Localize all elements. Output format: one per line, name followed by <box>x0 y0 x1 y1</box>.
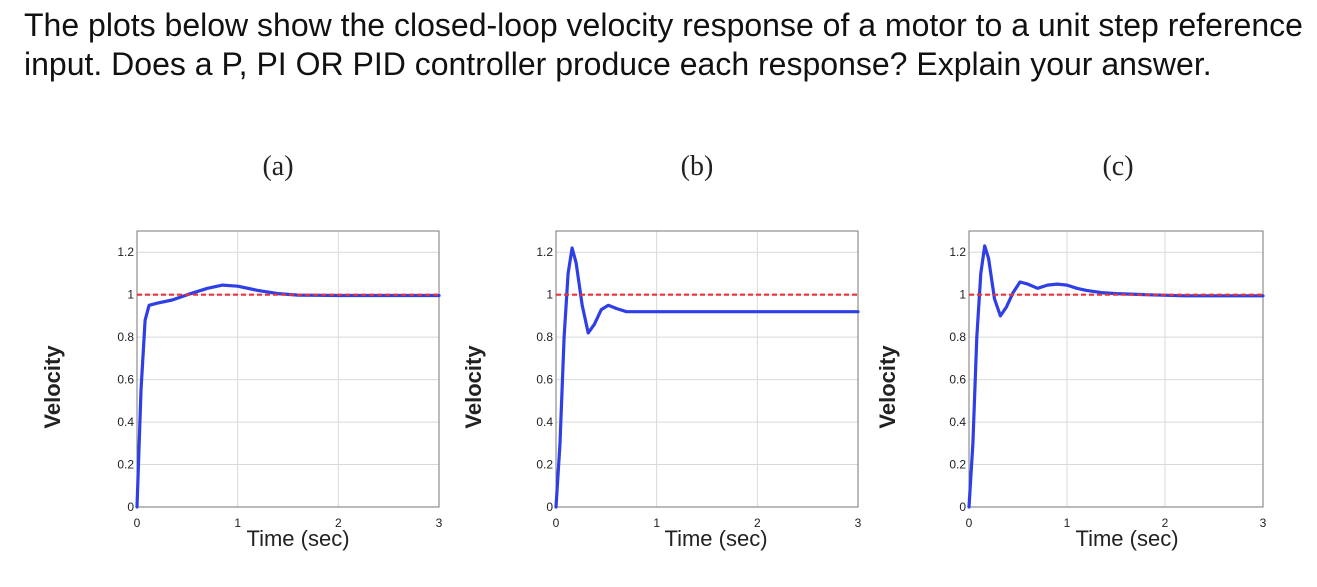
y-tick-label: 0.4 <box>536 415 553 429</box>
y-tick-label: 0.2 <box>949 458 966 472</box>
x-tick-label: 2 <box>1162 516 1169 530</box>
y-tick-label: 1 <box>546 288 553 302</box>
y-axis-label: Velocity <box>40 345 65 429</box>
y-axis-label: Velocity <box>461 345 486 429</box>
y-tick-label: 1.2 <box>949 245 966 259</box>
chart-0: 0 0.2 0.4 0.6 0.8 1 1.2 0 1 2 3 (a) Time (sec) Veloci… <box>40 151 443 551</box>
plot-frame <box>555 230 859 508</box>
response-line <box>967 244 1265 509</box>
question-text: The plots below show the closed-loop vel… <box>24 7 1303 82</box>
x-axis-label: Time (sec) <box>1075 526 1178 551</box>
y-tick-label: 0 <box>959 500 966 514</box>
x-tick-label: 2 <box>754 516 761 530</box>
x-tick-label: 3 <box>855 516 862 530</box>
y-tick-label: 0.2 <box>536 458 553 472</box>
y-tick-label: 1.2 <box>117 245 134 259</box>
y-tick-label: 0 <box>546 500 553 514</box>
y-tick-label: 0.2 <box>117 458 134 472</box>
chart-2: 0 0.2 0.4 0.6 0.8 1 1.2 0 1 2 3 (c) Time (sec) Veloci… <box>875 151 1267 551</box>
y-tick-label: 0.8 <box>536 330 553 344</box>
y-tick-label: 0.4 <box>117 415 134 429</box>
chart-title: (b) <box>681 151 714 182</box>
x-tick-label: 1 <box>234 516 241 530</box>
y-tick-label: 1.2 <box>536 245 553 259</box>
x-tick-label: 0 <box>553 516 560 530</box>
chart-1: 0 0.2 0.4 0.6 0.8 1 1.2 0 1 2 3 (b) Time (sec) Veloci… <box>461 151 862 551</box>
x-tick-label: 3 <box>436 516 443 530</box>
x-tick-label: 3 <box>1260 516 1267 530</box>
y-tick-label: 1 <box>127 288 134 302</box>
x-tick-label: 0 <box>966 516 973 530</box>
x-axis-label: Time (sec) <box>246 526 349 551</box>
y-tick-label: 0.6 <box>536 373 553 387</box>
y-tick-label: 0.8 <box>949 330 966 344</box>
x-tick-label: 1 <box>1064 516 1071 530</box>
y-tick-label: 1 <box>959 288 966 302</box>
chart-title: (a) <box>262 151 293 182</box>
plot-frame <box>968 230 1264 508</box>
plot-frame <box>136 230 440 508</box>
x-tick-label: 1 <box>653 516 660 530</box>
y-tick-label: 0 <box>127 500 134 514</box>
x-axis-label: Time (sec) <box>664 526 767 551</box>
y-tick-label: 0.6 <box>949 373 966 387</box>
response-line <box>135 283 441 509</box>
y-axis-label: Velocity <box>875 345 900 429</box>
x-tick-label: 0 <box>134 516 141 530</box>
y-tick-label: 0.8 <box>117 330 134 344</box>
y-tick-label: 0.4 <box>949 415 966 429</box>
chart-title: (c) <box>1102 151 1133 182</box>
response-line <box>554 246 860 509</box>
x-tick-label: 2 <box>335 516 342 530</box>
y-tick-label: 0.6 <box>117 373 134 387</box>
